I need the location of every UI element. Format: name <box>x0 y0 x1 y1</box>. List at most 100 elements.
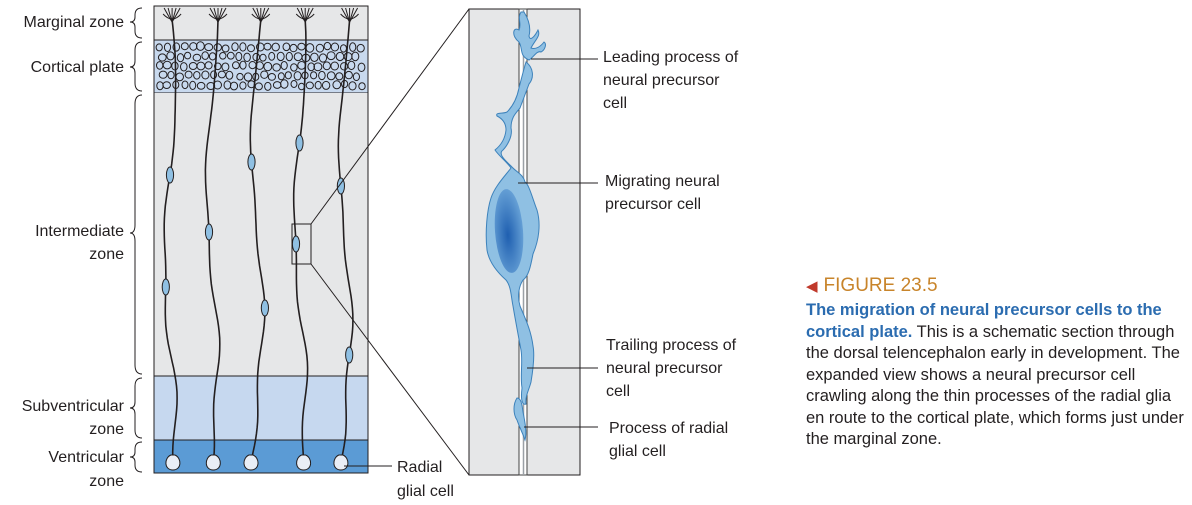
label-subventricular-zone-2: zone <box>89 421 124 438</box>
caption-arrow-icon: ◀ <box>806 278 818 295</box>
cortical-cell <box>217 70 226 79</box>
cortical-cell <box>204 43 214 52</box>
cortical-cell <box>290 63 298 72</box>
radial-glial-cell-body <box>165 454 181 471</box>
migrating-precursor-cell <box>161 278 170 296</box>
glial-endfoot <box>304 7 314 23</box>
cortical-cell <box>321 80 331 90</box>
label-trailing-process-2: neural precursor <box>606 360 723 377</box>
cortical-cell <box>351 51 360 62</box>
cortical-cell <box>221 44 230 53</box>
ventricular-brace <box>129 441 143 473</box>
glial-endfoot-arc <box>162 13 182 20</box>
radial-glia-fiber <box>249 19 266 459</box>
migrating-precursor-cell <box>291 235 301 253</box>
cortical-cell <box>226 51 235 60</box>
cortical-cell <box>267 73 276 81</box>
subventricular-brace <box>129 377 143 439</box>
glial-endfoot-arc <box>295 13 315 20</box>
cortical-cell <box>277 72 285 81</box>
cortical-cell <box>236 72 244 81</box>
cortical-cell <box>356 43 365 53</box>
figure-heading: ◀ FIGURE 23.5 <box>806 274 1192 299</box>
cortical-cell <box>332 80 342 90</box>
cortical-cell <box>231 42 239 52</box>
cortical-cell <box>322 61 331 71</box>
migrating-precursor-cell <box>345 346 354 364</box>
expanded-view-leaders <box>518 58 598 428</box>
cortical-cell <box>314 80 322 90</box>
cortical-cell <box>326 51 336 61</box>
cortical-cell <box>305 81 314 90</box>
cortical-cell <box>163 42 172 52</box>
figure-text: This is a schematic section through the … <box>806 322 1184 449</box>
cortical-cell <box>225 70 234 80</box>
cortical-cell <box>157 53 167 62</box>
cortical-cell <box>239 42 247 52</box>
cortical-cell <box>232 61 240 70</box>
expanded-view-panel <box>468 8 581 476</box>
figure-title: The migration of neural precursor cells … <box>806 301 1162 341</box>
cortical-cell <box>181 80 189 90</box>
cortical-cell <box>268 51 276 61</box>
cortical-cell <box>313 62 323 72</box>
zoom-connector-bottom <box>310 263 470 476</box>
label-trailing-process-3: cell <box>606 383 630 400</box>
migrating-precursor-cell <box>204 223 214 241</box>
label-leading-process-3: cell <box>603 95 627 112</box>
cortical-cell <box>307 62 316 72</box>
cortical-cell <box>263 42 272 51</box>
radial-glial-cell-body <box>333 454 349 471</box>
cortical-cell <box>290 80 298 88</box>
subventricular-zone-band <box>153 375 369 441</box>
cortical-cell <box>184 51 192 60</box>
cortical-cell <box>162 81 171 89</box>
cortical-cell <box>210 70 218 79</box>
cortical-cell <box>293 71 302 81</box>
cortical-cell <box>162 60 172 70</box>
label-radial-glial-cell-2: glial cell <box>397 483 454 500</box>
cortical-cell <box>349 42 357 52</box>
cortical-cell <box>260 70 269 79</box>
cortical-cell <box>310 52 319 62</box>
cortical-cell <box>243 52 251 62</box>
cortical-cell <box>315 43 325 53</box>
figure-caption: ◀ FIGURE 23.5 The migration of neural pre… <box>806 274 1192 451</box>
cortex-section-panel <box>153 5 369 474</box>
cortical-cell <box>235 51 243 62</box>
cortical-cell <box>271 42 280 52</box>
label-radial-process-2: glial cell <box>609 443 666 460</box>
radial-glial-cell-body <box>243 454 259 471</box>
cortical-cell <box>196 81 206 90</box>
cortical-cell <box>158 70 168 79</box>
radial-glia-fiber <box>337 19 354 459</box>
cortical-cell <box>276 51 285 62</box>
label-cortical-plate: Cortical plate <box>31 59 124 76</box>
glial-endfoot <box>349 7 359 23</box>
radial-glial-cell-body <box>296 454 312 471</box>
cortical-cell <box>310 71 318 80</box>
cortical-cell <box>318 70 326 81</box>
cortical-cell <box>204 61 213 70</box>
cortical-cell <box>239 81 247 90</box>
glial-endfoot-arc <box>208 13 228 20</box>
cortical-cell <box>214 62 222 71</box>
cortical-plate-band <box>153 39 369 94</box>
cortical-cell <box>352 72 360 81</box>
cortical-cell <box>155 43 163 52</box>
cortical-cell <box>280 79 289 89</box>
cortical-brace <box>129 41 143 92</box>
cortical-cell <box>284 71 292 80</box>
cortical-cell <box>318 53 328 63</box>
cortical-cell <box>201 70 210 80</box>
label-subventricular-zone-1: Subventricular <box>22 398 125 415</box>
cortical-cell <box>247 44 255 53</box>
cortical-cell <box>347 60 356 71</box>
cortical-cell <box>280 61 288 70</box>
cortical-cell <box>335 72 344 81</box>
neural-precursor-nucleus <box>494 189 524 273</box>
cortical-cell <box>219 52 227 60</box>
cortical-cell <box>243 72 253 82</box>
cortical-cell <box>180 42 189 51</box>
cortical-cell <box>193 71 201 80</box>
